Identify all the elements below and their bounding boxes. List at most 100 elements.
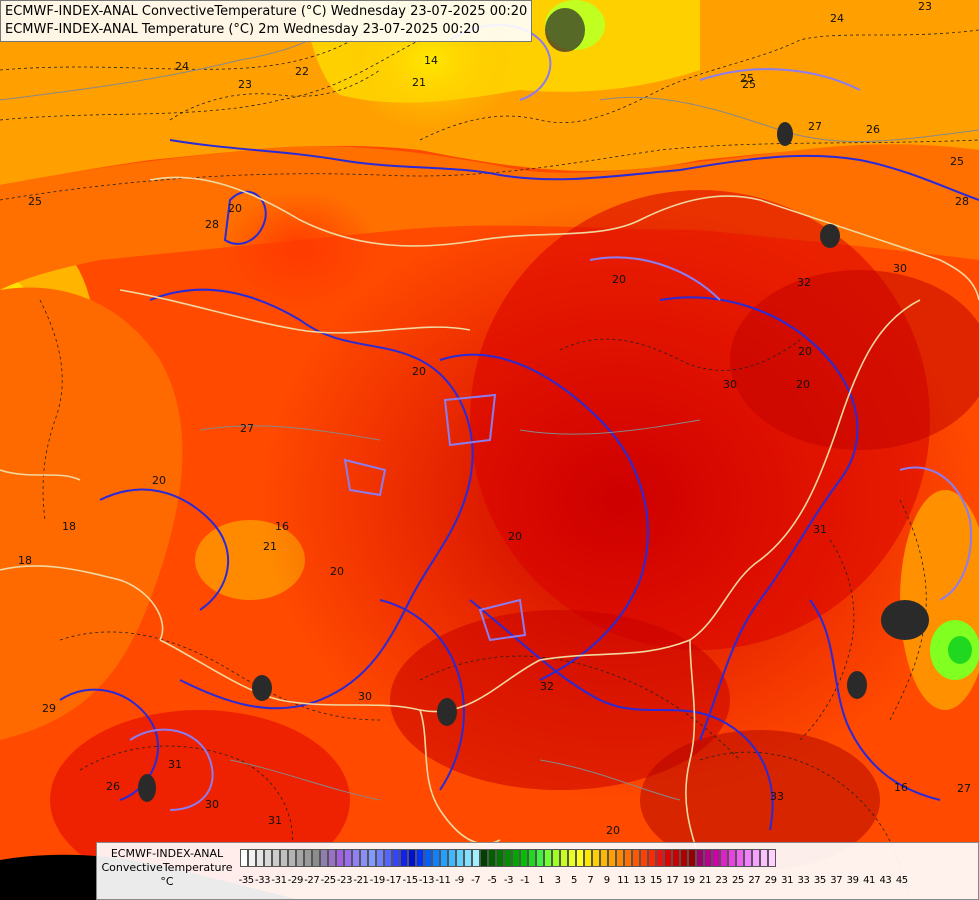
legend-tick: 21 [699,875,712,886]
legend-swatch [584,849,592,867]
legend-swatch [416,849,424,867]
isotherm-label: 28 [205,218,219,231]
legend-swatch [400,849,408,867]
isotherm-label: 30 [205,798,219,811]
legend-swatch [560,849,568,867]
isotherm-label: 24 [175,60,189,73]
legend-swatch [264,849,272,867]
hatched-cells [138,8,929,802]
legend-swatch [712,849,720,867]
legend-tick: 5 [571,875,577,886]
legend-swatch [312,849,320,867]
legend-swatch [768,849,776,867]
legend-swatch [504,849,512,867]
legend-tick: 33 [797,875,810,886]
legend-swatch [440,849,448,867]
isotherm-label: 24 [830,12,844,25]
isotherm-label: 27 [808,120,822,133]
legend-swatch [760,849,768,867]
legend-swatch [728,849,736,867]
legend-swatch [552,849,560,867]
isotherm-label: 28 [955,195,969,208]
legend-tick: -9 [454,875,465,886]
legend-swatch [544,849,552,867]
legend-tick: 3 [554,875,561,886]
legend-swatch [616,849,624,867]
legend-tick: -7 [471,875,481,886]
legend-swatch [696,849,704,867]
legend-tick: -27 [304,875,320,886]
isotherm-label: 20 [798,345,812,358]
legend-tick: 11 [617,875,630,886]
legend-tick: 45 [895,875,908,886]
legend-title: ECMWF-INDEX-ANAL ConvectiveTemperature °… [97,847,237,889]
isotherm-label: 21 [263,540,277,553]
legend-ticks: -35 -33 -31 -29 -27 -25 -23 -21 -19 -17 -15 -13 -11-… [238,875,910,886]
legend-tick: 37 [830,875,843,886]
legend-swatch [376,849,384,867]
isotherm-label: 18 [62,520,76,533]
isotherm-label: 20 [508,530,522,543]
legend-source: ECMWF-INDEX-ANAL [110,847,224,860]
legend-tick: -23 [336,875,353,886]
legend-swatch [432,849,440,867]
legend-tick: -5 [487,875,497,886]
legend-swatch [240,849,248,867]
legend-swatch [736,849,744,867]
legend-swatch [296,849,304,867]
legend-swatch [392,849,400,867]
legend-swatch [272,849,280,867]
legend-swatch [600,849,608,867]
legend-swatch [648,849,656,867]
isotherm-label: 31 [268,814,282,827]
legend-tick: 9 [603,875,610,886]
legend-tick: 7 [587,875,594,886]
legend-tick: 31 [781,875,794,886]
isotherm-label: 20 [412,365,426,378]
legend-swatch [352,849,360,867]
legend-swatch [480,849,488,867]
title-line-convective: ECMWF-INDEX-ANAL ConvectiveTemperature (… [5,4,528,19]
isotherm-label: 23 [918,0,932,13]
isotherm-label: 27 [240,422,254,435]
legend-swatch [528,849,536,867]
legend-tick: 23 [715,875,728,886]
legend-swatch [592,849,600,867]
legend-tick: 1 [538,875,545,886]
legend-swatch [568,849,576,867]
isotherm-label: 26 [106,780,120,793]
isotherm-label: 16 [275,520,289,533]
isotherm-label: 20 [612,273,626,286]
isotherm-label: 16 [894,781,908,794]
legend-swatch [664,849,672,867]
legend-tick: -15 [402,875,419,886]
legend-tick: -17 [386,875,402,886]
isotherm-label: 21 [412,76,426,89]
legend-tick: 17 [666,875,679,886]
legend-tick: -33 [255,875,271,886]
isotherm-label: 25 [740,72,754,85]
legend-swatches [240,849,776,867]
legend-tick: -35 [238,875,255,886]
legend-swatch [496,849,504,867]
isotherm-label: 23 [238,78,252,91]
legend-tick: -25 [320,875,337,886]
isotherm-label: 20 [796,378,810,391]
legend-tick: -31 [271,875,287,886]
legend-tick: -1 [520,875,530,886]
legend-swatch [688,849,696,867]
isotherm-label: 31 [813,523,827,536]
legend-tick: 39 [846,875,859,886]
isotherm-label: 25 [28,195,42,208]
legend-swatch [408,849,416,867]
legend-swatch [336,849,344,867]
legend-swatch [368,849,376,867]
legend-swatch [280,849,288,867]
legend-swatch [320,849,328,867]
isotherm-label: 20 [228,202,242,215]
legend-swatch [632,849,640,867]
legend-tick: 13 [633,875,646,886]
